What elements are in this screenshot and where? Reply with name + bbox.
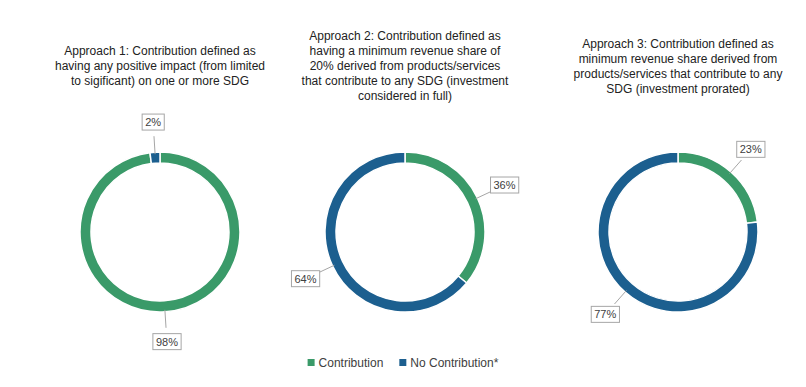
title-line: considered in full) (358, 89, 452, 103)
label-box (491, 177, 519, 193)
label-box (142, 114, 164, 130)
title-line: Approach 3: Contribution defined as (582, 37, 773, 51)
data-label: 64% (294, 273, 316, 285)
label-box (591, 306, 619, 322)
donut-slice (405, 152, 485, 283)
legend-label: Contribution (319, 356, 384, 370)
title-line: minimum revenue share derived from (579, 52, 778, 66)
donut-chart: Approach 3: Contribution defined asminim… (574, 37, 783, 323)
leader-line (154, 136, 155, 154)
slices (80, 152, 240, 312)
donut-slice (678, 152, 757, 223)
title-line: 20% derived from products/services (310, 59, 501, 73)
donut-chart: Approach 1: Contribution defined ashavin… (55, 44, 265, 350)
legend-item: Contribution (308, 356, 384, 370)
legend-item: No Contribution* (399, 356, 498, 370)
chart-canvas: Approach 1: Contribution defined ashavin… (0, 0, 806, 387)
title-line: SDG (investment prorated) (606, 82, 749, 96)
donut-chart: Approach 2: Contribution defined ashavin… (291, 29, 518, 312)
leader-line (615, 291, 627, 305)
data-labels: 23% 77% (591, 141, 765, 322)
leader-line (476, 191, 492, 199)
leader-line (318, 265, 334, 273)
title-line: having any positive impact (from limited (55, 59, 265, 73)
title-line: Approach 1: Contribution defined as (64, 44, 255, 58)
slices (325, 152, 485, 312)
slices (598, 152, 758, 312)
title-line: Approach 2: Contribution defined as (309, 29, 500, 43)
data-labels: 36% 64% (291, 177, 518, 287)
donut-slice (598, 152, 758, 312)
data-label: 2% (145, 116, 161, 128)
data-label: 23% (740, 143, 762, 155)
title-line: having a minimum revenue share of (310, 44, 501, 58)
leader-line (165, 310, 166, 328)
chart-title: Approach 3: Contribution defined asminim… (574, 37, 783, 96)
label-box (291, 271, 319, 287)
legend-swatch (308, 359, 315, 366)
label-box (153, 334, 181, 350)
data-label: 36% (494, 179, 516, 191)
legend: Contribution No Contribution* (308, 356, 499, 370)
donut-slice (325, 152, 467, 312)
legend-swatch (399, 359, 406, 366)
title-line: products/services that contribute to any (574, 67, 783, 81)
legend-label: No Contribution* (410, 356, 498, 370)
title-line: to sigificant) on one or more SDG (71, 74, 249, 88)
data-labels: 98% 2% (142, 114, 181, 350)
chart-title: Approach 1: Contribution defined ashavin… (55, 44, 265, 88)
data-label: 98% (156, 336, 178, 348)
label-box (737, 141, 765, 157)
title-line: that contribute to any SDG (investment (302, 74, 509, 88)
leader-line (730, 160, 742, 174)
chart-title: Approach 2: Contribution defined ashavin… (302, 29, 509, 103)
donut-slice (80, 152, 240, 312)
data-label: 77% (594, 308, 616, 320)
